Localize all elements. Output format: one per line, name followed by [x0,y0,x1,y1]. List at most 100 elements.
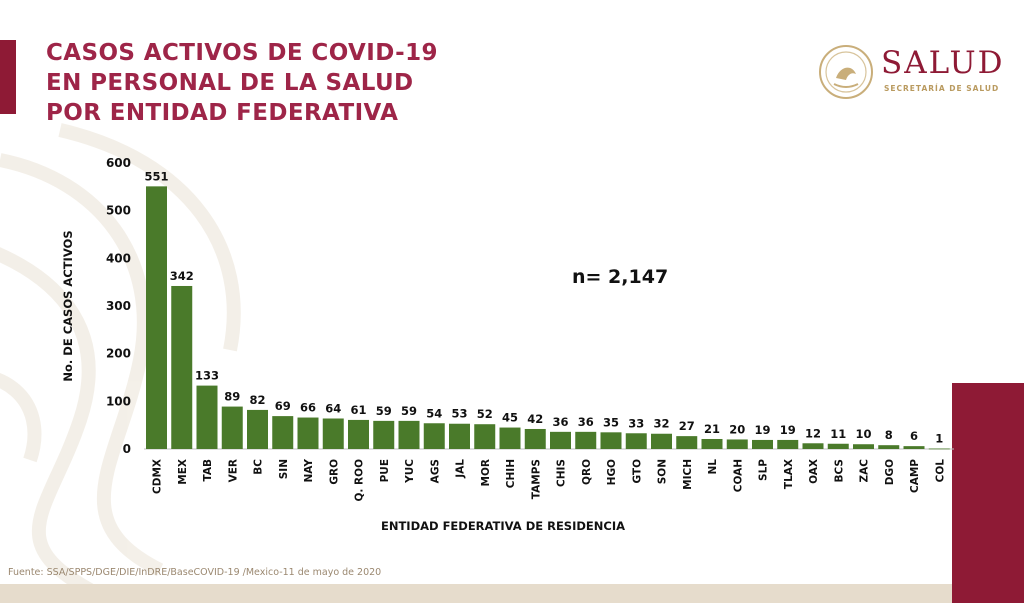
bar-value-label: 36 [578,415,594,429]
x-category-label: AGS [429,459,441,483]
accent-bar-left [0,40,16,114]
y-tick-label: 300 [106,299,131,313]
bar-value-label: 66 [300,401,316,415]
x-category-label: COAH [732,459,744,492]
x-category-label: VER [227,459,239,482]
x-category-label: TLAX [783,459,795,489]
x-category-label: DGO [884,459,896,485]
bar-value-label: 42 [527,412,543,426]
bar [499,427,521,449]
bar [221,406,243,449]
bar [524,428,546,449]
bar [272,416,294,449]
bar [474,424,496,449]
bar-value-label: 59 [401,404,417,418]
bar-value-label: 35 [603,415,619,429]
n-annotation: n= 2,147 [572,266,669,288]
bar-value-label: 21 [704,422,720,436]
x-category-label: OAX [808,459,820,484]
bar [322,418,344,449]
bar-value-label: 33 [628,416,644,430]
bar-value-label: 45 [502,411,518,425]
bar [827,443,849,449]
y-tick-label: 100 [106,394,131,408]
bar-value-label: 10 [855,427,871,441]
bar-value-label: 551 [144,169,168,183]
bar-value-label: 82 [249,393,265,407]
national-seal-icon [819,45,873,99]
y-tick-label: 600 [106,156,131,170]
x-category-label: YUC [404,459,416,484]
bar-value-label: 19 [754,423,770,437]
bar [398,420,420,449]
eagle-watermark-icon [0,123,241,590]
bar-value-label: 32 [653,417,669,431]
x-category-label: SLP [758,459,770,481]
bar [802,443,824,449]
y-axis-title: No. DE CASOS ACTIVOS [61,230,75,381]
bar-value-label: 8 [885,428,893,442]
bar [550,431,571,449]
bar [373,420,395,449]
x-category-label: BC [253,459,265,475]
y-tick-label: 400 [106,251,131,265]
bar-value-label: 133 [195,369,219,383]
chart-title: CASOS ACTIVOS DE COVID-19 EN PERSONAL DE… [46,40,438,126]
bar-value-label: 61 [350,403,366,417]
bar [423,423,445,449]
bar [726,439,748,449]
x-category-label: SIN [278,459,290,479]
x-category-label: CHIS [556,459,568,487]
x-category-label: NL [707,459,719,475]
bar [247,409,268,449]
bar [701,438,723,449]
x-category-label: TAMPS [530,459,542,499]
bar-value-label: 69 [275,399,291,413]
bar-value-label: 89 [224,390,240,404]
bar-value-label: 36 [552,415,568,429]
y-tick-label: 500 [106,204,131,218]
bar-value-label: 342 [170,269,194,283]
accent-bar-right [952,383,1024,603]
x-category-label: MEX [177,459,189,485]
bar-value-label: 53 [451,407,467,421]
bar [196,385,218,449]
bar-value-label: 12 [805,426,821,440]
bar [171,285,193,449]
bar [348,419,369,449]
x-category-label: CDMX [152,459,164,494]
bar [449,423,470,449]
bar [777,439,799,449]
bar-value-label: 54 [426,406,442,420]
x-category-label: PUE [379,459,391,482]
bar-value-label: 27 [679,419,695,433]
bar [297,417,319,449]
x-category-label: CAMP [909,459,921,493]
bar [928,448,950,450]
x-category-label: MOR [480,459,492,486]
logo-name: SALUD [881,45,1005,81]
logo-subtitle: SECRETARÍA DE SALUD [884,84,1000,93]
bar-value-label: 11 [830,427,846,441]
bar-value-label: 6 [910,429,918,443]
x-category-label: TAB [202,459,214,481]
bar-value-label: 64 [325,401,341,415]
source-note: Fuente: SSA/SPPS/DGE/DIE/InDRE/BaseCOVID… [8,567,382,578]
y-tick-label: 200 [106,347,131,361]
bar [600,432,622,449]
x-category-label: NAY [303,459,315,483]
x-category-label: Q. ROO [354,459,366,502]
bar [575,431,597,449]
x-category-label: MICH [682,459,694,490]
bar-value-label: 52 [477,407,493,421]
bar [903,446,925,449]
bar-value-label: 20 [729,422,745,436]
bar [752,439,773,449]
footer-strip [0,584,952,603]
bar [676,436,698,449]
x-category-label: HGO [606,459,618,485]
bar [853,444,874,449]
bar-value-label: 59 [376,404,392,418]
salud-logo: SALUD SECRETARÍA DE SALUD [818,42,1018,102]
